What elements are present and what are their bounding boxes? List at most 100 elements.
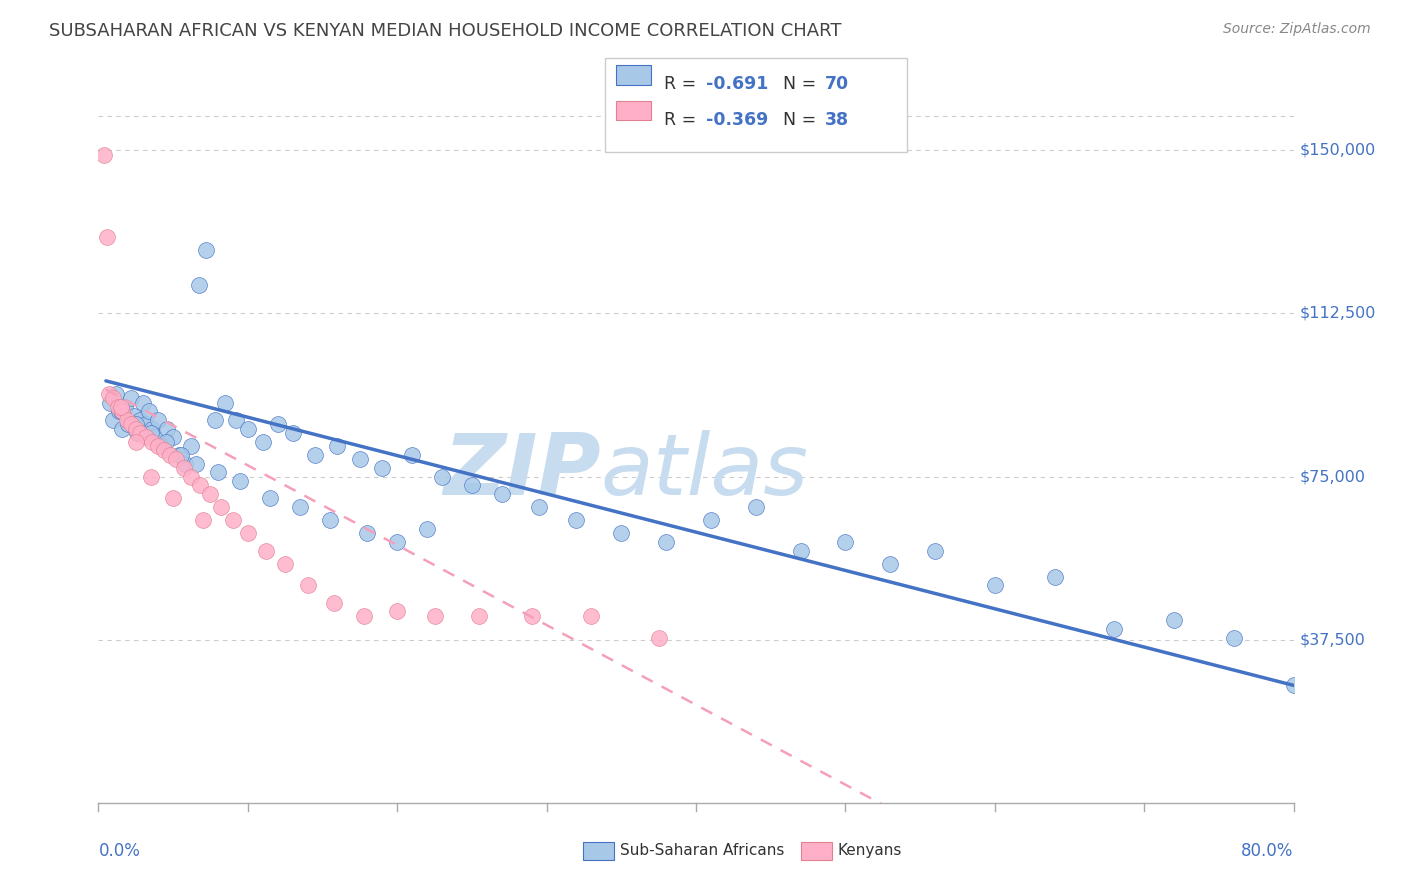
Point bbox=[120, 417, 142, 432]
Point bbox=[356, 526, 378, 541]
Text: N =: N = bbox=[783, 111, 823, 128]
Point bbox=[191, 513, 214, 527]
Point bbox=[423, 608, 446, 623]
Point bbox=[162, 430, 184, 444]
Point bbox=[229, 474, 252, 488]
Point bbox=[103, 391, 125, 405]
Point bbox=[129, 425, 152, 440]
Point bbox=[108, 404, 131, 418]
Point bbox=[143, 430, 166, 444]
Point bbox=[491, 487, 513, 501]
Point bbox=[132, 395, 155, 409]
Text: $75,000: $75,000 bbox=[1299, 469, 1365, 484]
Point bbox=[274, 557, 297, 571]
Point bbox=[124, 409, 146, 423]
Point bbox=[97, 387, 120, 401]
Point bbox=[115, 413, 138, 427]
Point bbox=[169, 448, 191, 462]
Point bbox=[326, 439, 349, 453]
Point bbox=[236, 526, 259, 541]
Point bbox=[214, 395, 236, 409]
Point bbox=[1043, 569, 1066, 583]
Point bbox=[117, 417, 139, 432]
Point bbox=[581, 608, 603, 623]
Text: Source: ZipAtlas.com: Source: ZipAtlas.com bbox=[1223, 22, 1371, 37]
Text: ZIP: ZIP bbox=[443, 430, 600, 513]
Point bbox=[180, 469, 202, 483]
Point bbox=[111, 422, 134, 436]
Point bbox=[288, 500, 311, 514]
Point bbox=[188, 478, 211, 492]
Point bbox=[110, 400, 132, 414]
Text: -0.691: -0.691 bbox=[706, 75, 768, 93]
Point bbox=[655, 534, 678, 549]
Text: atlas: atlas bbox=[600, 430, 808, 513]
Text: SUBSAHARAN AFRICAN VS KENYAN MEDIAN HOUSEHOLD INCOME CORRELATION CHART: SUBSAHARAN AFRICAN VS KENYAN MEDIAN HOUS… bbox=[49, 22, 842, 40]
Point bbox=[647, 631, 669, 645]
Point bbox=[120, 391, 142, 405]
Point bbox=[156, 422, 179, 436]
Point bbox=[304, 448, 326, 462]
Point bbox=[879, 557, 901, 571]
Point bbox=[107, 400, 129, 414]
Point bbox=[385, 534, 409, 549]
Point bbox=[319, 513, 342, 527]
Point bbox=[416, 522, 439, 536]
Point bbox=[207, 465, 229, 479]
Text: N =: N = bbox=[783, 75, 823, 93]
Point bbox=[527, 500, 550, 514]
Point bbox=[267, 417, 290, 432]
Point bbox=[152, 439, 174, 453]
Point bbox=[135, 417, 157, 432]
Point bbox=[96, 230, 118, 244]
Point bbox=[1223, 631, 1246, 645]
Point bbox=[148, 439, 170, 453]
Point bbox=[252, 434, 274, 449]
Point bbox=[565, 513, 588, 527]
Point bbox=[254, 543, 277, 558]
Text: $37,500: $37,500 bbox=[1299, 632, 1365, 648]
Point bbox=[125, 422, 148, 436]
Point bbox=[520, 608, 543, 623]
Text: R =: R = bbox=[664, 111, 702, 128]
Point bbox=[148, 413, 170, 427]
Text: $112,500: $112,500 bbox=[1299, 306, 1376, 321]
Point bbox=[141, 434, 163, 449]
Point bbox=[1163, 613, 1185, 627]
Point bbox=[200, 487, 222, 501]
Text: 38: 38 bbox=[825, 111, 849, 128]
Text: R =: R = bbox=[664, 75, 702, 93]
Point bbox=[924, 543, 946, 558]
Point bbox=[98, 395, 122, 409]
Point bbox=[159, 448, 181, 462]
Text: 70: 70 bbox=[825, 75, 849, 93]
Point bbox=[222, 513, 245, 527]
Point bbox=[139, 469, 162, 483]
Text: -0.369: -0.369 bbox=[706, 111, 768, 128]
Point bbox=[349, 452, 371, 467]
Point bbox=[371, 461, 394, 475]
Point bbox=[745, 500, 768, 514]
Point bbox=[225, 413, 247, 427]
Point bbox=[1104, 622, 1126, 636]
Point bbox=[114, 400, 136, 414]
Point bbox=[353, 608, 375, 623]
Point bbox=[127, 425, 149, 440]
Point bbox=[162, 491, 184, 506]
Point bbox=[141, 422, 163, 436]
Point bbox=[135, 430, 157, 444]
Point bbox=[125, 434, 148, 449]
Point bbox=[125, 417, 148, 432]
Text: Kenyans: Kenyans bbox=[838, 844, 903, 858]
Point bbox=[103, 413, 125, 427]
Point bbox=[184, 457, 207, 471]
Point bbox=[385, 604, 409, 618]
Point bbox=[173, 461, 195, 475]
Point bbox=[700, 513, 723, 527]
Point bbox=[155, 434, 177, 449]
Point bbox=[1282, 678, 1305, 692]
Point bbox=[984, 578, 1007, 592]
Point bbox=[105, 387, 128, 401]
Point bbox=[129, 413, 152, 427]
Point bbox=[236, 422, 259, 436]
